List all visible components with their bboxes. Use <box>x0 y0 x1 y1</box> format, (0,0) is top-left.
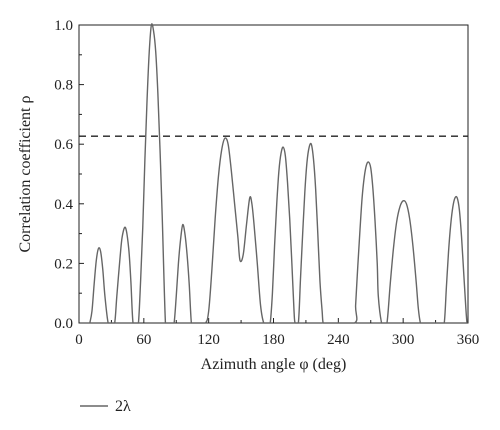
x-axis: 0 60 120 180 240 300 360 <box>75 318 479 348</box>
y-axis: 0.0 0.2 0.4 0.6 0.8 1.0 <box>54 18 84 332</box>
y-tick-label: 0.2 <box>54 256 73 272</box>
y-tick-label: 1.0 <box>54 18 73 34</box>
x-tick-label: 120 <box>197 332 220 348</box>
x-tick-label: 240 <box>327 332 350 348</box>
x-tick-label: 300 <box>392 332 415 348</box>
y-tick-label: 0.8 <box>54 78 73 94</box>
y-tick-label: 0.4 <box>54 197 73 213</box>
series-line-2lambda <box>89 23 468 324</box>
y-tick-label: 0.0 <box>54 316 73 332</box>
legend-label: 2λ <box>115 398 131 415</box>
y-tick-label: 0.6 <box>54 137 73 153</box>
x-tick-label: 60 <box>136 332 151 348</box>
legend: 2λ <box>80 398 131 415</box>
y-axis-title: Correlation coefficient ρ <box>17 96 34 253</box>
x-tick-label: 0 <box>75 332 83 348</box>
x-tick-label: 360 <box>457 332 480 348</box>
x-axis-title: Azimuth angle φ (deg) <box>201 356 347 373</box>
x-tick-label: 180 <box>262 332 285 348</box>
